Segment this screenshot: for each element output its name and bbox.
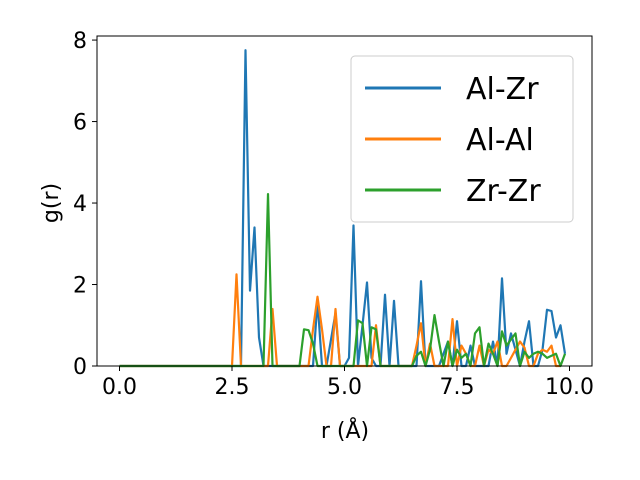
x-tick-label: 5.0: [327, 375, 362, 400]
x-tick-label: 2.5: [215, 375, 250, 400]
y-tick-label: 8: [73, 29, 87, 54]
y-tick-label: 6: [73, 111, 87, 136]
legend-label-al-zr: Al-Zr: [466, 72, 539, 107]
y-tick-label: 4: [73, 192, 87, 217]
y-axis-label: g(r): [39, 183, 64, 223]
series-line-al-al: [119, 273, 561, 368]
x-tick-label: 0.0: [102, 375, 137, 400]
y-tick-label: 0: [73, 355, 87, 380]
legend-label-zr-zr: Zr-Zr: [466, 174, 541, 209]
x-tick-label: 10.0: [545, 375, 594, 400]
y-tick-label: 2: [73, 274, 87, 299]
legend-label-al-al: Al-Al: [466, 123, 534, 158]
x-tick-label: 7.5: [440, 375, 475, 400]
legend-box: [350, 55, 574, 223]
x-axis-label: r (Å): [321, 417, 369, 444]
